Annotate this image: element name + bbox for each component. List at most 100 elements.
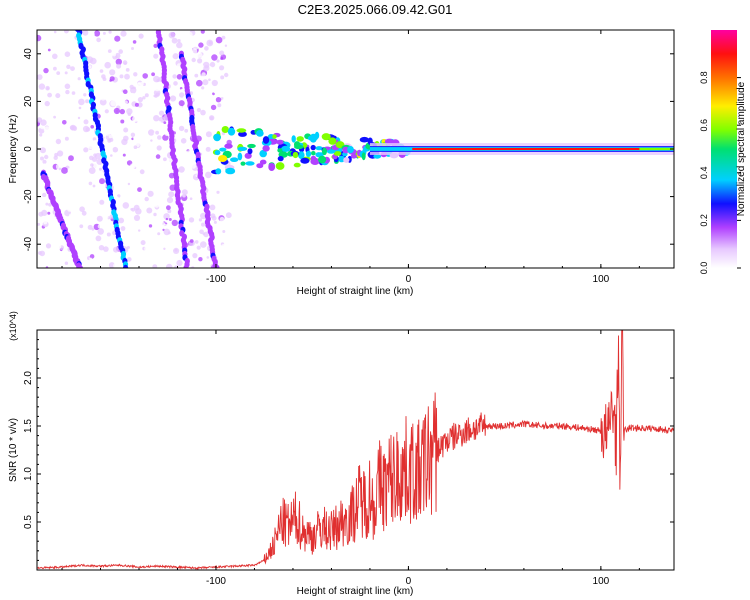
noise-blob — [126, 56, 132, 63]
noise-blob — [139, 169, 145, 175]
noise-blob — [64, 83, 71, 90]
noise-blob — [64, 114, 67, 118]
carrier-blob — [321, 133, 331, 141]
noise-blob — [167, 73, 173, 79]
noise-blob — [96, 37, 101, 43]
noise-blob — [67, 167, 73, 173]
noise-blob — [87, 224, 93, 230]
noise-blob — [130, 208, 133, 211]
noise-blob — [72, 104, 80, 111]
noise-blob — [153, 115, 160, 122]
noise-blob — [208, 41, 213, 45]
noise-blob — [172, 74, 177, 79]
noise-blob — [71, 171, 76, 176]
noise-blob — [146, 207, 153, 214]
noise-blob — [39, 133, 43, 137]
noise-blob — [142, 96, 146, 100]
colorbar-tick-label: 0.2 — [699, 214, 709, 227]
diagonal-streak-3 — [183, 264, 189, 268]
noise-blob — [178, 125, 185, 132]
noise-blob — [200, 109, 206, 116]
noise-blob — [189, 197, 193, 200]
noise-blob — [211, 215, 217, 221]
noise-blob — [202, 79, 209, 86]
noise-blob — [119, 188, 125, 195]
carrier-blob — [268, 163, 276, 171]
noise-blob — [188, 57, 192, 61]
noise-blob — [120, 30, 127, 37]
noise-blob — [209, 61, 216, 68]
noise-blob — [97, 224, 102, 229]
noise-blob — [153, 43, 158, 49]
carrier-blob — [225, 167, 236, 175]
carrier-blob — [256, 163, 264, 169]
noise-blob — [49, 131, 56, 138]
noise-blob — [203, 65, 210, 72]
carrier-blob — [227, 127, 236, 136]
noise-blob — [176, 74, 183, 80]
carrier-blob — [247, 148, 253, 155]
carrier-blob — [328, 137, 337, 145]
carrier-blob — [218, 155, 228, 162]
noise-blob — [152, 264, 158, 268]
noise-blob — [219, 65, 225, 71]
carrier-blob — [214, 150, 221, 156]
noise-blob — [122, 202, 130, 209]
noise-blob — [78, 106, 82, 110]
noise-blob — [110, 171, 118, 178]
carrier-blob — [237, 146, 248, 151]
y-tick-label: 0.5 — [23, 515, 34, 529]
noise-blob — [143, 112, 149, 118]
noise-blob — [209, 115, 215, 121]
carrier-blob — [262, 145, 270, 152]
noise-blob — [45, 202, 49, 206]
noise-blob — [110, 100, 117, 107]
noise-blob — [218, 253, 222, 258]
noise-blob — [99, 69, 104, 73]
noise-blob — [184, 109, 188, 113]
noise-blob — [202, 232, 206, 236]
noise-blob — [67, 147, 74, 154]
y-tick-label: 0 — [23, 146, 34, 152]
noise-blob — [168, 191, 175, 198]
noise-blob — [69, 125, 75, 130]
noise-blob — [47, 48, 51, 52]
noise-blob — [196, 107, 201, 113]
noise-blob — [71, 91, 76, 95]
noise-blob — [165, 217, 169, 221]
noise-blob — [218, 178, 225, 185]
noise-blob — [176, 41, 183, 49]
noise-blob — [40, 231, 45, 236]
carrier-blob — [350, 154, 358, 159]
noise-blob — [58, 167, 62, 171]
noise-blob — [143, 136, 151, 144]
noise-blob — [155, 92, 160, 97]
colorbar-tick-label: 0.8 — [699, 71, 709, 84]
carrier-blob — [373, 154, 382, 159]
colorbar: 0.0 0.2 0.4 0.6 0.8 Normalized spectral ampl… — [699, 30, 747, 274]
noise-blob — [141, 118, 146, 123]
noise-blob — [147, 190, 154, 197]
noise-blob — [83, 147, 89, 153]
carrier-tail — [639, 147, 674, 151]
noise-blob — [211, 54, 218, 61]
diagonal-streak-2 — [77, 268, 82, 274]
noise-blob — [141, 123, 148, 130]
noise-blob — [171, 219, 178, 227]
noise-blob — [64, 30, 69, 34]
noise-blob — [196, 79, 203, 87]
noise-blob — [167, 49, 174, 57]
noise-blob — [108, 134, 113, 139]
carrier-blob — [247, 143, 256, 149]
noise-blob — [137, 187, 142, 193]
noise-blob — [114, 35, 121, 42]
noise-blob — [188, 69, 192, 73]
noise-blob — [130, 163, 136, 170]
y-tick-label: 1.5 — [23, 419, 34, 433]
y-tick-label: -40 — [23, 237, 34, 252]
noise-blob — [128, 244, 132, 247]
noise-blob — [90, 221, 96, 226]
noise-blob — [133, 137, 137, 141]
noise-blob — [42, 192, 47, 198]
